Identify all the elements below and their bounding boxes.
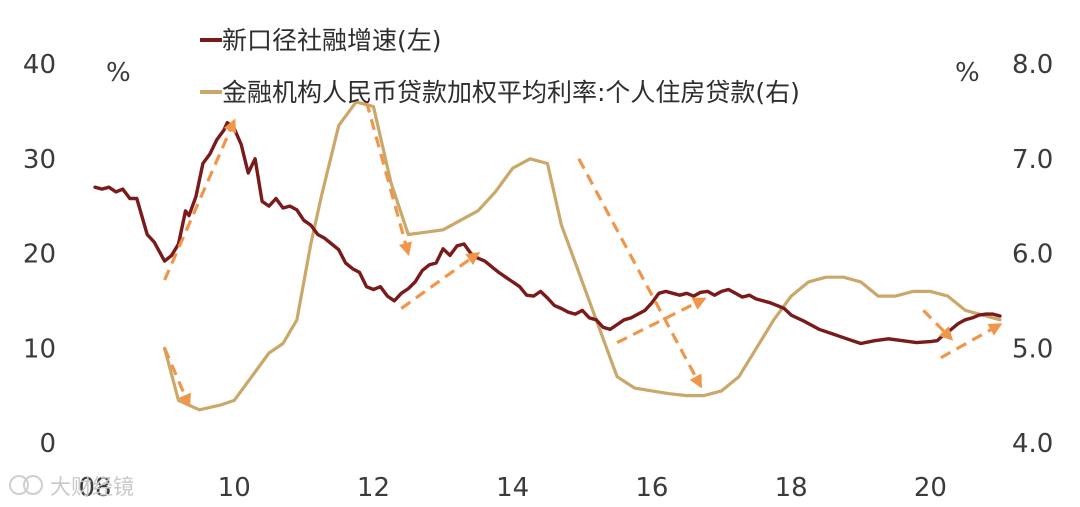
trend-arrow	[163, 118, 237, 281]
trend-arrow	[364, 101, 412, 257]
watermark: 大财经镜	[9, 475, 134, 499]
trend-arrow	[616, 297, 707, 344]
trend-arrow	[922, 309, 954, 341]
x-tick-label: 18	[775, 473, 808, 503]
legend-item-mortgage-rate: 金融机构人民币贷款加权平均利率:个人住房贷款(右)	[200, 78, 800, 107]
legend-item-social-financing: 新口径社融增速(左)	[200, 26, 442, 55]
right-tick-label: 8.0	[1012, 50, 1053, 80]
right-tick-label: 4.0	[1012, 429, 1053, 459]
left-tick-label: 10	[23, 334, 56, 364]
left-tick-label: 30	[23, 145, 56, 175]
left-axis-unit: %	[106, 58, 131, 88]
left-tick-label: 40	[23, 50, 56, 80]
right-axis-ticks: 4.0 5.0 6.0 7.0 8.0	[1012, 50, 1053, 459]
series-line-social-financing	[93, 120, 1002, 346]
trend-arrow	[400, 251, 481, 310]
x-tick-label: 12	[357, 473, 390, 503]
x-tick-label: 16	[635, 473, 668, 503]
watermark-text: 大财经镜	[50, 475, 134, 499]
x-tick-label: 08	[78, 473, 111, 503]
x-tick-label: 10	[218, 473, 251, 503]
watermark-logo-icon	[9, 475, 43, 495]
legend-label-social-financing: 新口径社融增速(左)	[222, 26, 442, 55]
x-axis-ticks: 08 10 12 14 16 18 20	[78, 473, 946, 503]
series-lines	[93, 100, 1002, 412]
left-tick-label: 20	[23, 240, 56, 270]
left-axis-ticks: 0 10 20 30 40	[23, 50, 56, 459]
legend: 新口径社融增速(左) 金融机构人民币贷款加权平均利率:个人住房贷款(右)	[200, 26, 800, 107]
trend-arrows	[163, 101, 1003, 408]
right-tick-label: 7.0	[1012, 145, 1053, 175]
legend-label-mortgage-rate: 金融机构人民币贷款加权平均利率:个人住房贷款(右)	[222, 78, 800, 107]
right-tick-label: 5.0	[1012, 334, 1053, 364]
series-line-mortgage-rate	[163, 100, 1002, 412]
x-tick-label: 14	[496, 473, 529, 503]
left-tick-label: 0	[39, 429, 56, 459]
right-tick-label: 6.0	[1012, 240, 1053, 270]
trend-arrow	[577, 157, 703, 389]
trend-arrow	[163, 347, 191, 408]
x-tick-label: 20	[914, 473, 947, 503]
right-axis-unit: %	[955, 58, 980, 88]
trend-arrow	[940, 323, 1003, 360]
